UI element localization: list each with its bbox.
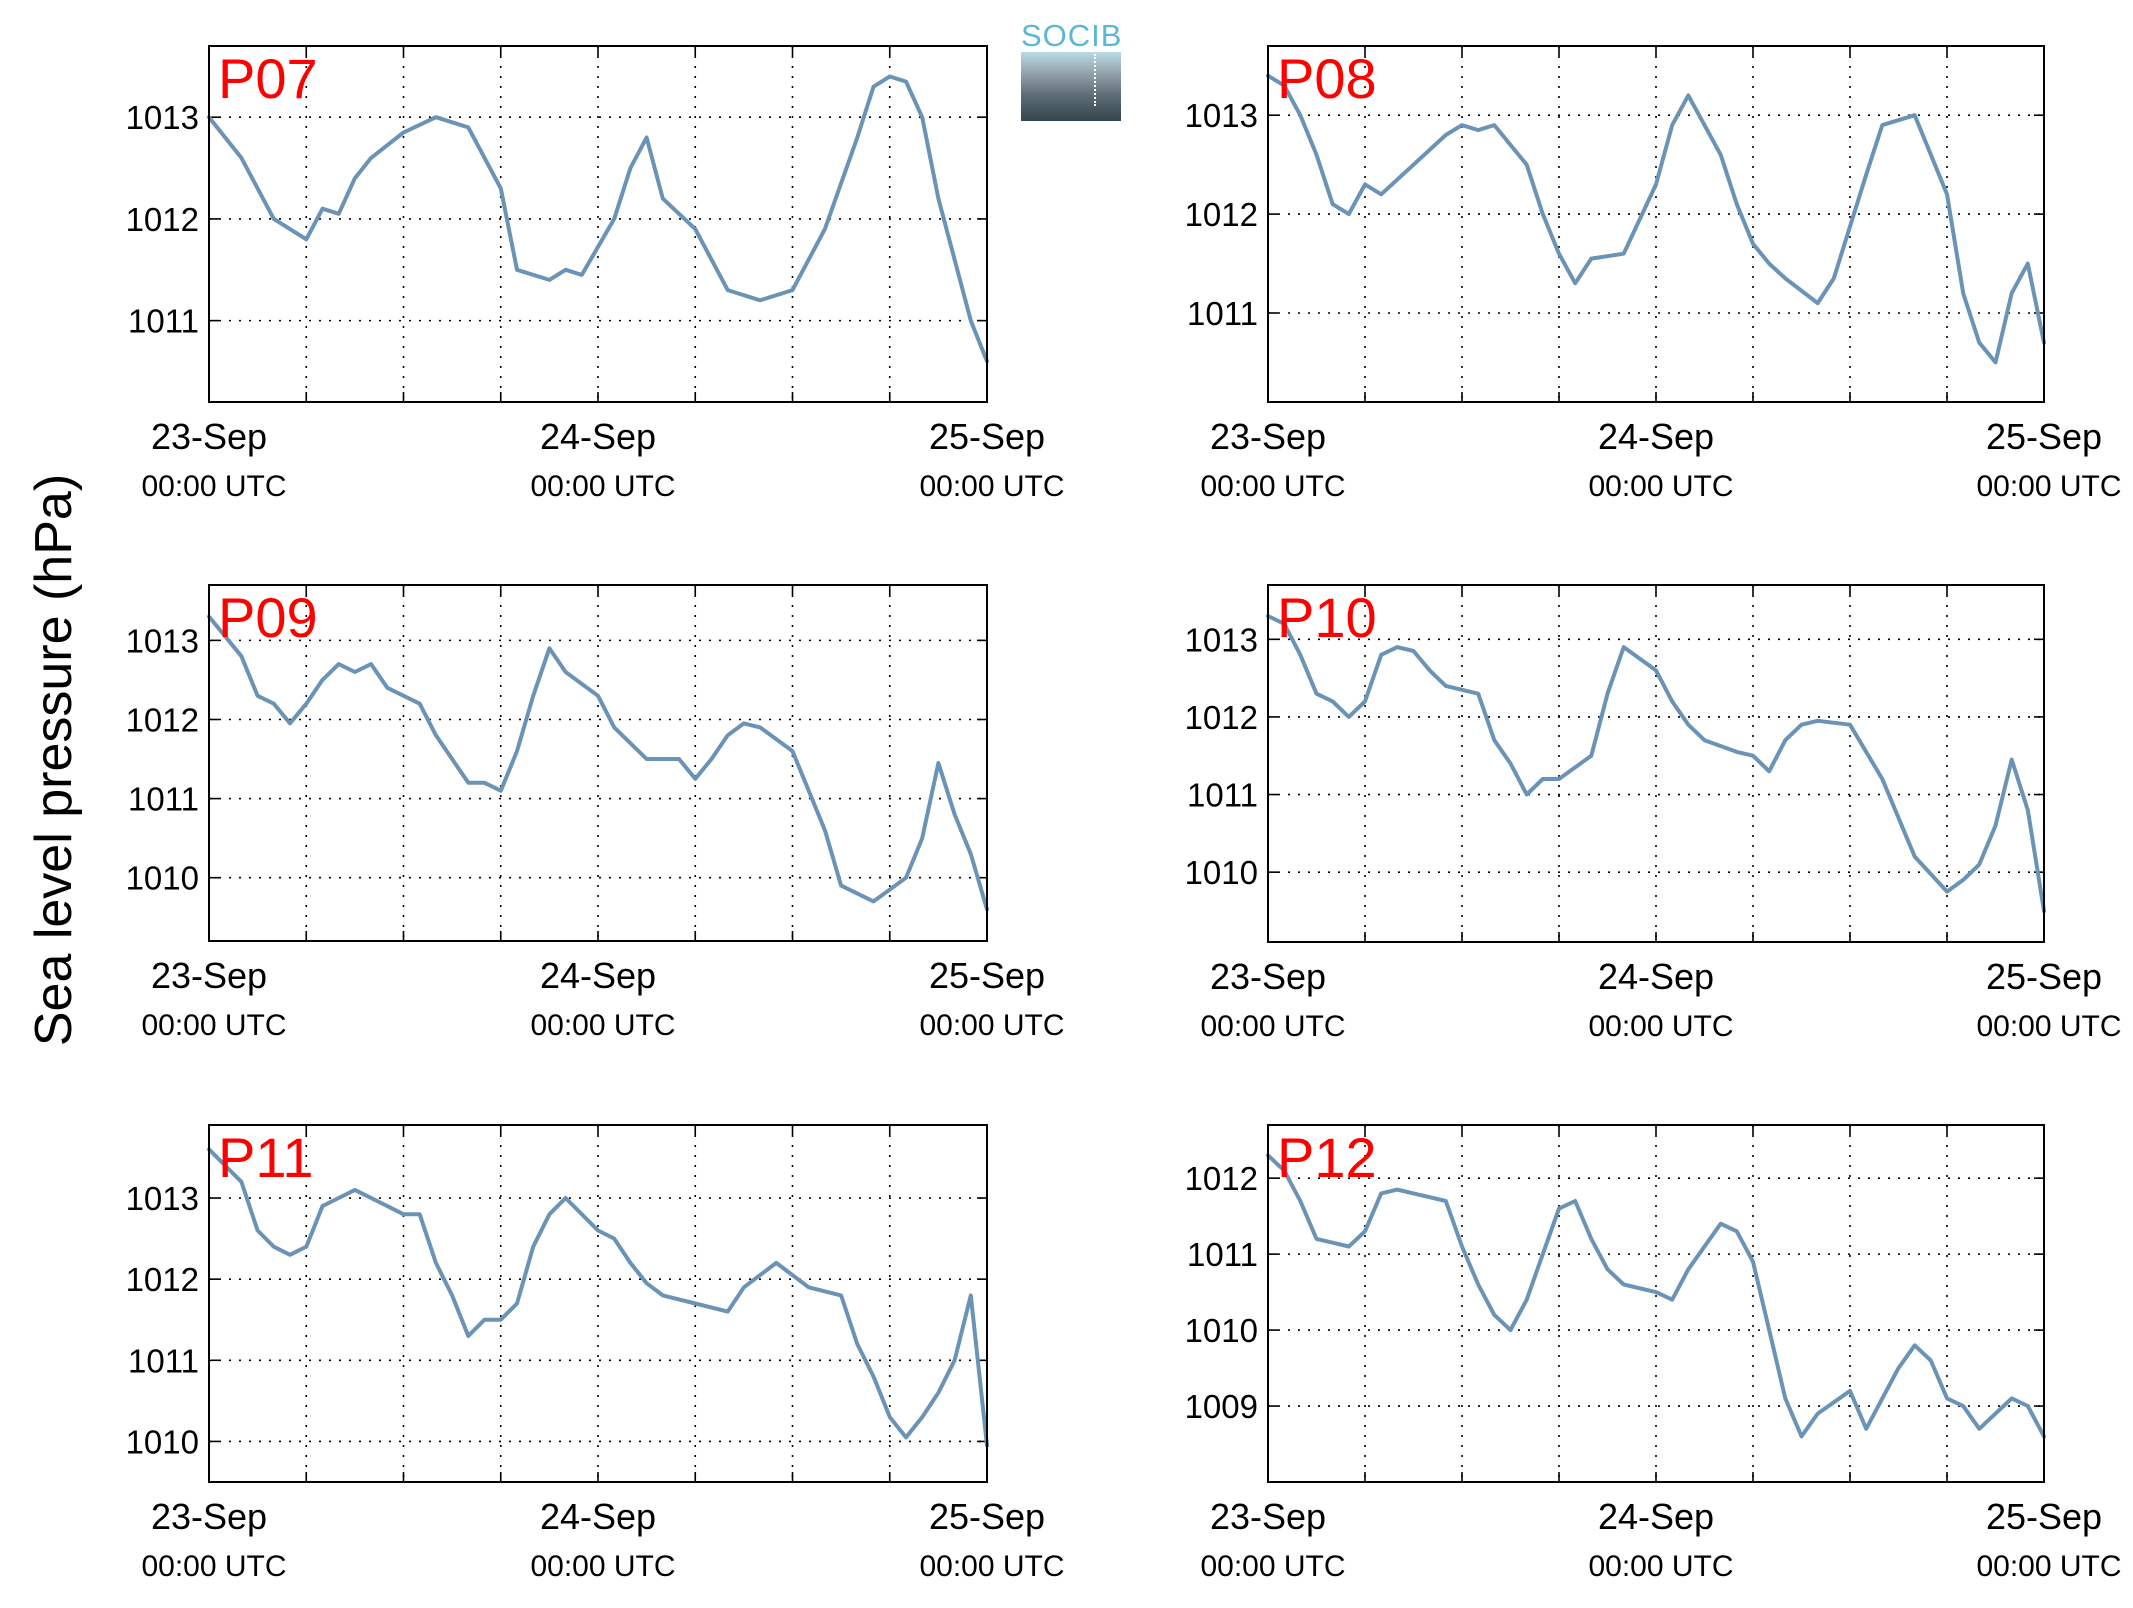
x-tick-date-label: 24-Sep: [1598, 1496, 1714, 1537]
pressure-line: [207, 1147, 989, 1448]
x-tick-date-label: 24-Sep: [540, 416, 656, 457]
panel-label: P12: [1277, 1126, 1377, 1189]
axes-frame: [1267, 45, 2045, 403]
x-tick-date-label: 25-Sep: [929, 416, 1045, 457]
x-tick-date-label: 25-Sep: [929, 955, 1045, 996]
x-tick-time-label: 00:00 UTC: [1976, 1550, 2121, 1583]
y-tick-label: 1011: [1187, 295, 1258, 332]
chart-panel-p07: 1011 1012 1013 23-Sep 00:00 UTC 24-Sep 00:00 U…: [126, 45, 1065, 503]
x-tick-date-label: 24-Sep: [540, 955, 656, 996]
x-tick-time-label: 00:00 UTC: [919, 470, 1064, 503]
y-tick-label: 1012: [1185, 196, 1258, 233]
pressure-line: [1266, 73, 2046, 365]
y-tick-label: 1013: [1185, 97, 1258, 134]
x-tick-time-label: 00:00 UTC: [1200, 1550, 1345, 1583]
y-axis-label-text: Sea level pressure (hPa): [25, 473, 83, 1047]
axes-frame: [208, 45, 988, 403]
x-tick-time-label: 00:00 UTC: [530, 1009, 675, 1042]
x-tick-date-label: 23-Sep: [1210, 416, 1326, 457]
y-tick-label: 1011: [128, 781, 199, 818]
y-tick-label: 1012: [126, 701, 199, 738]
panel-label: P08: [1277, 47, 1377, 110]
chart-panel-p09: 1010 1011 1012 1013 23-Sep 00:00 UTC 24-Sep 00:…: [126, 584, 1065, 1042]
pressure-line: [207, 74, 989, 364]
socib-logo: SOCIB: [1021, 20, 1121, 121]
x-tick-time-label: 00:00 UTC: [1976, 470, 2121, 503]
y-tick-label: 1012: [126, 201, 199, 238]
y-tick-label: 1011: [128, 1342, 199, 1379]
x-tick-time-label: 00:00 UTC: [1200, 1010, 1345, 1043]
y-tick-label: 1012: [1185, 1160, 1258, 1197]
x-tick-time-label: 00:00 UTC: [1588, 470, 1733, 503]
x-tick-time-label: 00:00 UTC: [1588, 1550, 1733, 1583]
x-tick-date-label: 25-Sep: [1986, 956, 2102, 997]
y-tick-label: 1011: [1187, 777, 1258, 814]
logo-emblem: [1021, 52, 1121, 121]
y-tick-label: 1010: [1185, 854, 1258, 891]
chart-panel-p11: 1010 1011 1012 1013 23-Sep 00:00 UTC 24-Sep 00:…: [126, 1124, 1065, 1583]
x-tick-date-label: 24-Sep: [1598, 956, 1714, 997]
y-tick-label: 1010: [126, 1423, 199, 1460]
x-tick-date-label: 23-Sep: [1210, 1496, 1326, 1537]
x-tick-time-label: 00:00 UTC: [530, 1550, 675, 1583]
x-tick-date-label: 25-Sep: [929, 1496, 1045, 1537]
x-tick-date-label: 23-Sep: [151, 955, 267, 996]
x-tick-time-label: 00:00 UTC: [141, 470, 286, 503]
x-tick-time-label: 00:00 UTC: [1200, 470, 1345, 503]
y-tick-label: 1013: [1185, 621, 1258, 658]
axes-frame: [1267, 1124, 2045, 1483]
x-tick-time-label: 00:00 UTC: [1588, 1010, 1733, 1043]
x-tick-date-label: 25-Sep: [1986, 416, 2102, 457]
panel-label: P10: [1277, 586, 1377, 649]
panel-label: P07: [218, 47, 318, 110]
axes-frame: [208, 1124, 988, 1483]
pressure-line: [1266, 614, 2046, 913]
x-tick-time-label: 00:00 UTC: [919, 1550, 1064, 1583]
chart-panel-p10: 1010 1011 1012 1013 23-Sep 00:00 UTC 24-Sep 00:…: [1185, 584, 2122, 1043]
x-tick-date-label: 24-Sep: [1598, 416, 1714, 457]
chart-panel-p08: 1011 1012 1013 23-Sep 00:00 UTC 24-Sep 00:00 U…: [1185, 45, 2122, 503]
pressure-line: [1266, 1153, 2046, 1439]
x-tick-time-label: 00:00 UTC: [530, 470, 675, 503]
pressure-line: [207, 614, 989, 912]
x-tick-date-label: 24-Sep: [540, 1496, 656, 1537]
x-tick-time-label: 00:00 UTC: [1976, 1010, 2121, 1043]
x-tick-time-label: 00:00 UTC: [919, 1009, 1064, 1042]
y-tick-label: 1012: [126, 1261, 199, 1298]
logo-text: SOCIB: [1021, 18, 1123, 53]
x-tick-time-label: 00:00 UTC: [141, 1550, 286, 1583]
axes-frame: [1267, 584, 2045, 943]
x-tick-date-label: 23-Sep: [151, 1496, 267, 1537]
y-tick-label: 1013: [126, 99, 199, 136]
panel-label: P09: [218, 586, 318, 649]
y-tick-label: 1011: [128, 303, 199, 340]
axes-frame: [208, 584, 988, 942]
logo-dotted-line: [1094, 54, 1096, 106]
x-tick-date-label: 23-Sep: [151, 416, 267, 457]
y-tick-label: 1012: [1185, 699, 1258, 736]
x-tick-time-label: 00:00 UTC: [141, 1009, 286, 1042]
y-tick-label: 1011: [1187, 1236, 1258, 1273]
y-tick-label: 1010: [1185, 1312, 1258, 1349]
chart-panel-p12: 1009 1010 1011 1012 23-Sep 00:00 UTC 24-Sep 00:…: [1185, 1124, 2122, 1583]
x-tick-date-label: 23-Sep: [1210, 956, 1326, 997]
y-tick-label: 1013: [126, 1180, 199, 1217]
panel-label: P11: [218, 1126, 313, 1189]
y-tick-label: 1010: [126, 860, 199, 897]
y-tick-label: 1013: [126, 622, 199, 659]
y-tick-label: 1009: [1185, 1388, 1258, 1425]
x-tick-date-label: 25-Sep: [1986, 1496, 2102, 1537]
